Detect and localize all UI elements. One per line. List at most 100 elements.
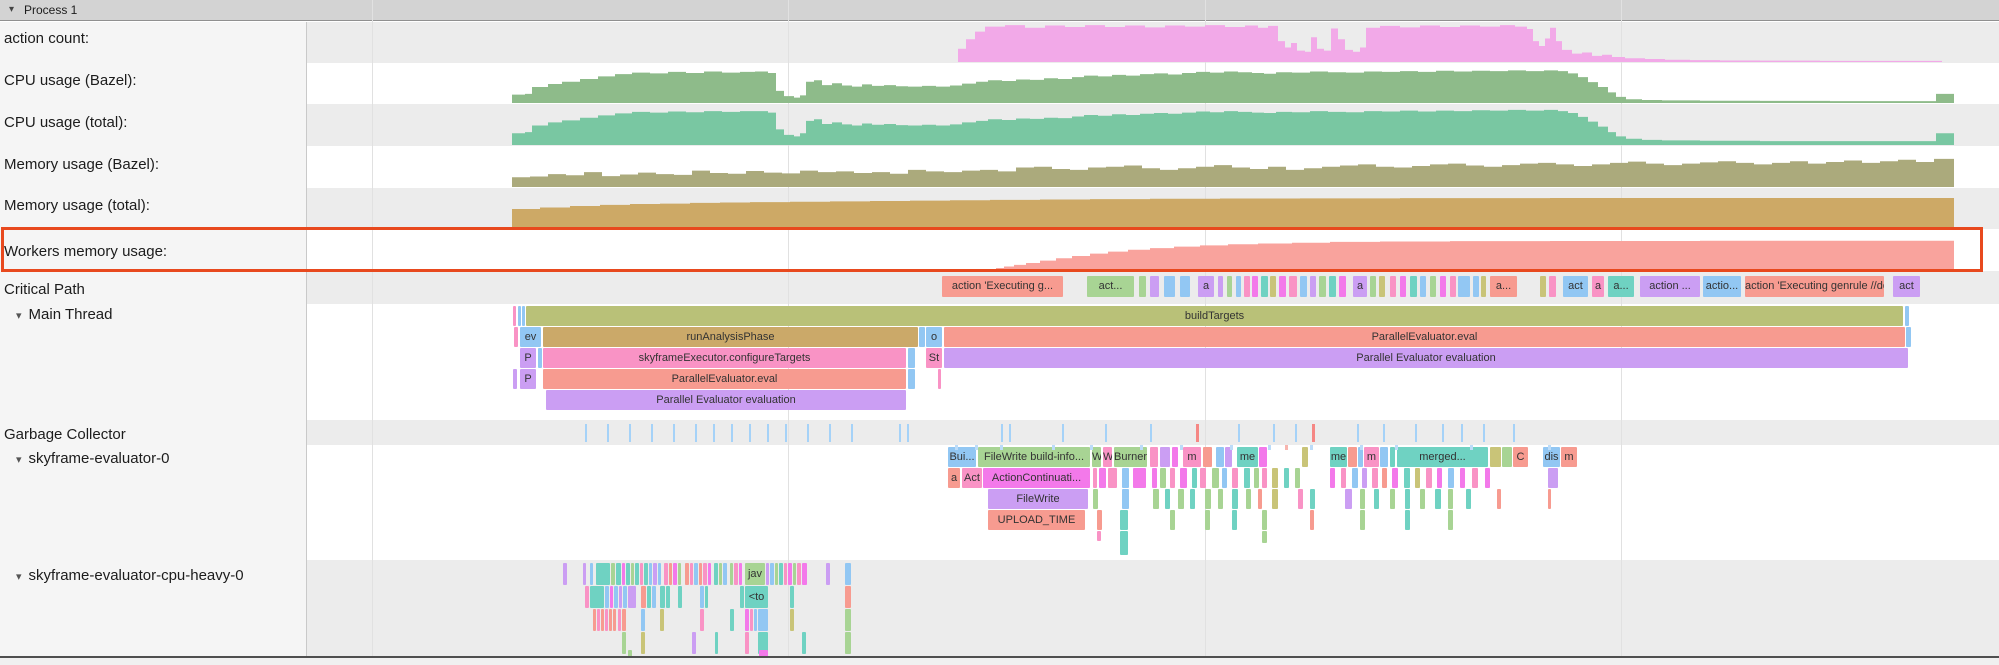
critical-path-block[interactable]: a	[1592, 276, 1604, 297]
cpu-heavy-sliver[interactable]	[790, 609, 794, 631]
evaluator0-sliver[interactable]	[1345, 489, 1352, 509]
evaluator0-sliver[interactable]	[1258, 489, 1262, 509]
main-thread-block[interactable]: buildTargets	[526, 306, 1903, 326]
evaluator0-sliver[interactable]	[1203, 447, 1212, 467]
gc-event-tick[interactable]	[1009, 424, 1011, 442]
critical-path-block[interactable]: action 'Executing g...	[942, 276, 1063, 297]
evaluator0-instant-tick[interactable]	[1360, 445, 1363, 450]
evaluator0-instant-tick[interactable]	[1000, 445, 1003, 450]
evaluator0-block[interactable]: W	[1103, 447, 1112, 467]
main-thread-sliver[interactable]	[522, 306, 525, 326]
evaluator0-instant-tick[interactable]	[1470, 445, 1473, 450]
cpu-heavy-sliver[interactable]	[715, 632, 718, 654]
main-thread-sliver[interactable]	[919, 327, 925, 347]
cpu-heavy-block[interactable]: jav	[745, 563, 765, 585]
critical-path-sliver[interactable]	[1473, 276, 1479, 297]
cpu-heavy-sliver[interactable]	[793, 563, 796, 585]
evaluator0-sliver[interactable]	[1097, 510, 1102, 530]
evaluator0-sliver[interactable]	[1405, 489, 1410, 509]
process-header[interactable]: ▾ Process 1	[0, 0, 1999, 21]
cpu-heavy-sliver[interactable]	[613, 609, 616, 631]
cpu-heavy-sliver[interactable]	[678, 586, 682, 608]
evaluator0-sliver[interactable]	[1362, 468, 1367, 488]
cpu-heavy-sliver[interactable]	[626, 563, 630, 585]
gc-event-tick[interactable]	[749, 424, 751, 442]
evaluator0-sliver[interactable]	[1426, 468, 1432, 488]
evaluator0-block[interactable]: ActionContinuati...	[983, 468, 1090, 488]
critical-path-sliver[interactable]	[1481, 276, 1486, 297]
cpu-heavy-sliver[interactable]	[734, 563, 738, 585]
evaluator0-sliver[interactable]	[1160, 468, 1166, 488]
evaluator0-block[interactable]: W	[1092, 447, 1101, 467]
evaluator0-sliver[interactable]	[1192, 468, 1197, 488]
cpu-heavy-sliver[interactable]	[754, 609, 757, 631]
gc-event-tick[interactable]	[899, 424, 901, 442]
evaluator0-sliver[interactable]	[1150, 447, 1158, 467]
evaluator0-block[interactable]: FileWrite	[988, 489, 1088, 509]
critical-path-sliver[interactable]	[1279, 276, 1286, 297]
evaluator0-sliver[interactable]	[1262, 510, 1267, 530]
critical-path-sliver[interactable]	[1390, 276, 1396, 297]
evaluator0-sliver[interactable]	[1272, 489, 1278, 509]
critical-path-sliver[interactable]	[1319, 276, 1326, 297]
gc-event-tick[interactable]	[1442, 424, 1444, 442]
critical-path-block[interactable]: actio...	[1703, 276, 1741, 297]
main-thread-sliver[interactable]	[538, 348, 542, 368]
gc-event-tick[interactable]	[629, 424, 631, 442]
cpu-heavy-sliver[interactable]	[614, 586, 618, 608]
gc-event-tick[interactable]	[851, 424, 853, 442]
evaluator0-sliver[interactable]	[1160, 447, 1170, 467]
main-thread-block[interactable]: ParallelEvaluator.eval	[944, 327, 1905, 347]
critical-path-sliver[interactable]	[1270, 276, 1276, 297]
critical-path-sliver[interactable]	[1218, 276, 1223, 297]
cpu-heavy-sliver[interactable]	[745, 609, 749, 631]
evaluator0-sliver[interactable]	[1310, 489, 1315, 509]
cpu-heavy-sliver[interactable]	[790, 586, 794, 608]
collapse-arrow-icon[interactable]: ▾	[9, 4, 15, 15]
evaluator0-block[interactable]: a	[948, 468, 960, 488]
critical-path-sliver[interactable]	[1440, 276, 1446, 297]
evaluator0-sliver[interactable]	[1330, 468, 1335, 488]
critical-path-sliver[interactable]	[1540, 276, 1546, 297]
critical-path-block[interactable]: a...	[1608, 276, 1634, 297]
critical-path-sliver[interactable]	[1180, 276, 1190, 297]
critical-path-sliver[interactable]	[1430, 276, 1436, 297]
evaluator0-block[interactable]: m	[1183, 447, 1201, 467]
evaluator0-sliver[interactable]	[1212, 468, 1219, 488]
evaluator0-block[interactable]: C	[1513, 447, 1528, 467]
action-count-chart[interactable]	[0, 22, 1999, 63]
evaluator0-sliver[interactable]	[1448, 489, 1453, 509]
cpu-heavy-sliver[interactable]	[788, 563, 792, 585]
critical-path-sliver[interactable]	[1549, 276, 1556, 297]
cpu-heavy-sliver[interactable]	[678, 563, 681, 585]
main-thread-sliver[interactable]	[938, 369, 941, 389]
gc-major-event-tick[interactable]	[1196, 424, 1199, 442]
cpu-heavy-sliver[interactable]	[649, 563, 652, 585]
cpu-heavy-sliver[interactable]	[585, 586, 589, 608]
gc-event-tick[interactable]	[1238, 424, 1240, 442]
cpu-heavy-sliver[interactable]	[622, 609, 626, 631]
cpu-heavy-sliver[interactable]	[644, 563, 648, 585]
gc-event-tick[interactable]	[585, 424, 587, 442]
main-thread-block[interactable]: P	[520, 348, 536, 368]
main-thread-block[interactable]: ev	[520, 327, 541, 347]
evaluator0-instant-tick[interactable]	[1140, 445, 1143, 450]
evaluator0-block[interactable]: me	[1330, 447, 1347, 467]
cpu-heavy-sliver[interactable]	[700, 586, 704, 608]
evaluator0-sliver[interactable]	[1435, 489, 1441, 509]
cpu-heavy-sliver[interactable]	[669, 563, 672, 585]
gc-event-tick[interactable]	[907, 424, 909, 442]
evaluator0-sliver[interactable]	[1190, 489, 1195, 509]
evaluator0-sliver[interactable]	[1218, 489, 1223, 509]
track-band-gc[interactable]	[307, 420, 1999, 445]
workers-memory-chart[interactable]	[0, 229, 1999, 271]
evaluator0-sliver[interactable]	[1548, 489, 1551, 509]
cpu-heavy-sliver[interactable]	[708, 563, 711, 585]
cpu-heavy-sliver[interactable]	[593, 609, 596, 631]
cpu-heavy-sliver[interactable]	[845, 609, 851, 631]
main-thread-block[interactable]: Parallel Evaluator evaluation	[546, 390, 906, 410]
main-thread-sliver[interactable]	[514, 327, 518, 347]
evaluator0-sliver[interactable]	[1420, 489, 1425, 509]
cpu-heavy-sliver[interactable]	[750, 609, 753, 631]
